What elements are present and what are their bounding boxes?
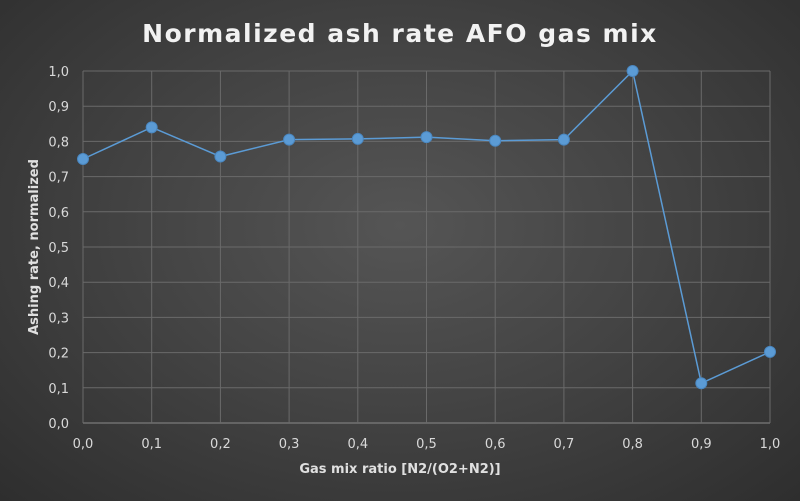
y-tick-label: 0,5: [48, 241, 69, 256]
x-tick-label: 0,1: [141, 437, 162, 452]
x-tick-label: 1,0: [760, 437, 781, 452]
y-tick-label: 0,0: [48, 417, 69, 432]
x-tick-label: 0,4: [347, 437, 368, 452]
y-tick-label: 0,8: [48, 135, 69, 150]
x-tick-label: 0,8: [622, 437, 643, 452]
data-point: [283, 133, 296, 146]
series-layer: [77, 65, 776, 390]
x-axis-title: Gas mix ratio [N2/(O2+N2)]: [299, 462, 500, 477]
data-point: [695, 377, 708, 390]
data-point: [764, 345, 776, 358]
x-tick-label: 0,2: [210, 437, 231, 452]
data-point: [77, 153, 89, 165]
y-tick-label: 0,7: [48, 171, 69, 186]
y-tick-label: 0,4: [48, 276, 69, 291]
data-point: [626, 65, 639, 77]
x-tick-label: 0,0: [73, 437, 94, 452]
y-tick-label: 0,9: [48, 100, 69, 115]
y-tick-label: 0,2: [48, 347, 69, 362]
y-tick-label: 0,6: [48, 206, 69, 221]
y-tick-label: 1,0: [48, 65, 69, 80]
data-point: [214, 150, 227, 163]
data-point: [351, 132, 364, 145]
x-axis-ticks: 0,0 0,1 0,2 0,3 0,4 0,5 0,6 0,7 0,8 0,9 1,0: [73, 437, 781, 452]
x-tick-label: 0,3: [279, 437, 300, 452]
x-tick-label: 0,7: [554, 437, 575, 452]
grid: [82, 70, 771, 424]
x-tick-label: 0,5: [416, 437, 437, 452]
y-tick-label: 0,3: [48, 311, 69, 326]
y-tick-label: 0,1: [48, 382, 69, 397]
chart-title: Normalized ash rate AFO gas mix: [142, 19, 658, 48]
x-tick-label: 0,9: [691, 437, 712, 452]
data-point: [145, 121, 158, 134]
x-tick-label: 0,6: [485, 437, 506, 452]
data-point: [557, 133, 570, 146]
y-axis-ticks: 0,0 0,1 0,2 0,3 0,4 0,5 0,6 0,7 0,8 0,9 1,0: [48, 65, 69, 432]
y-axis-title: Ashing rate, normalized: [27, 159, 42, 335]
data-point: [489, 134, 502, 147]
data-point: [420, 131, 433, 144]
